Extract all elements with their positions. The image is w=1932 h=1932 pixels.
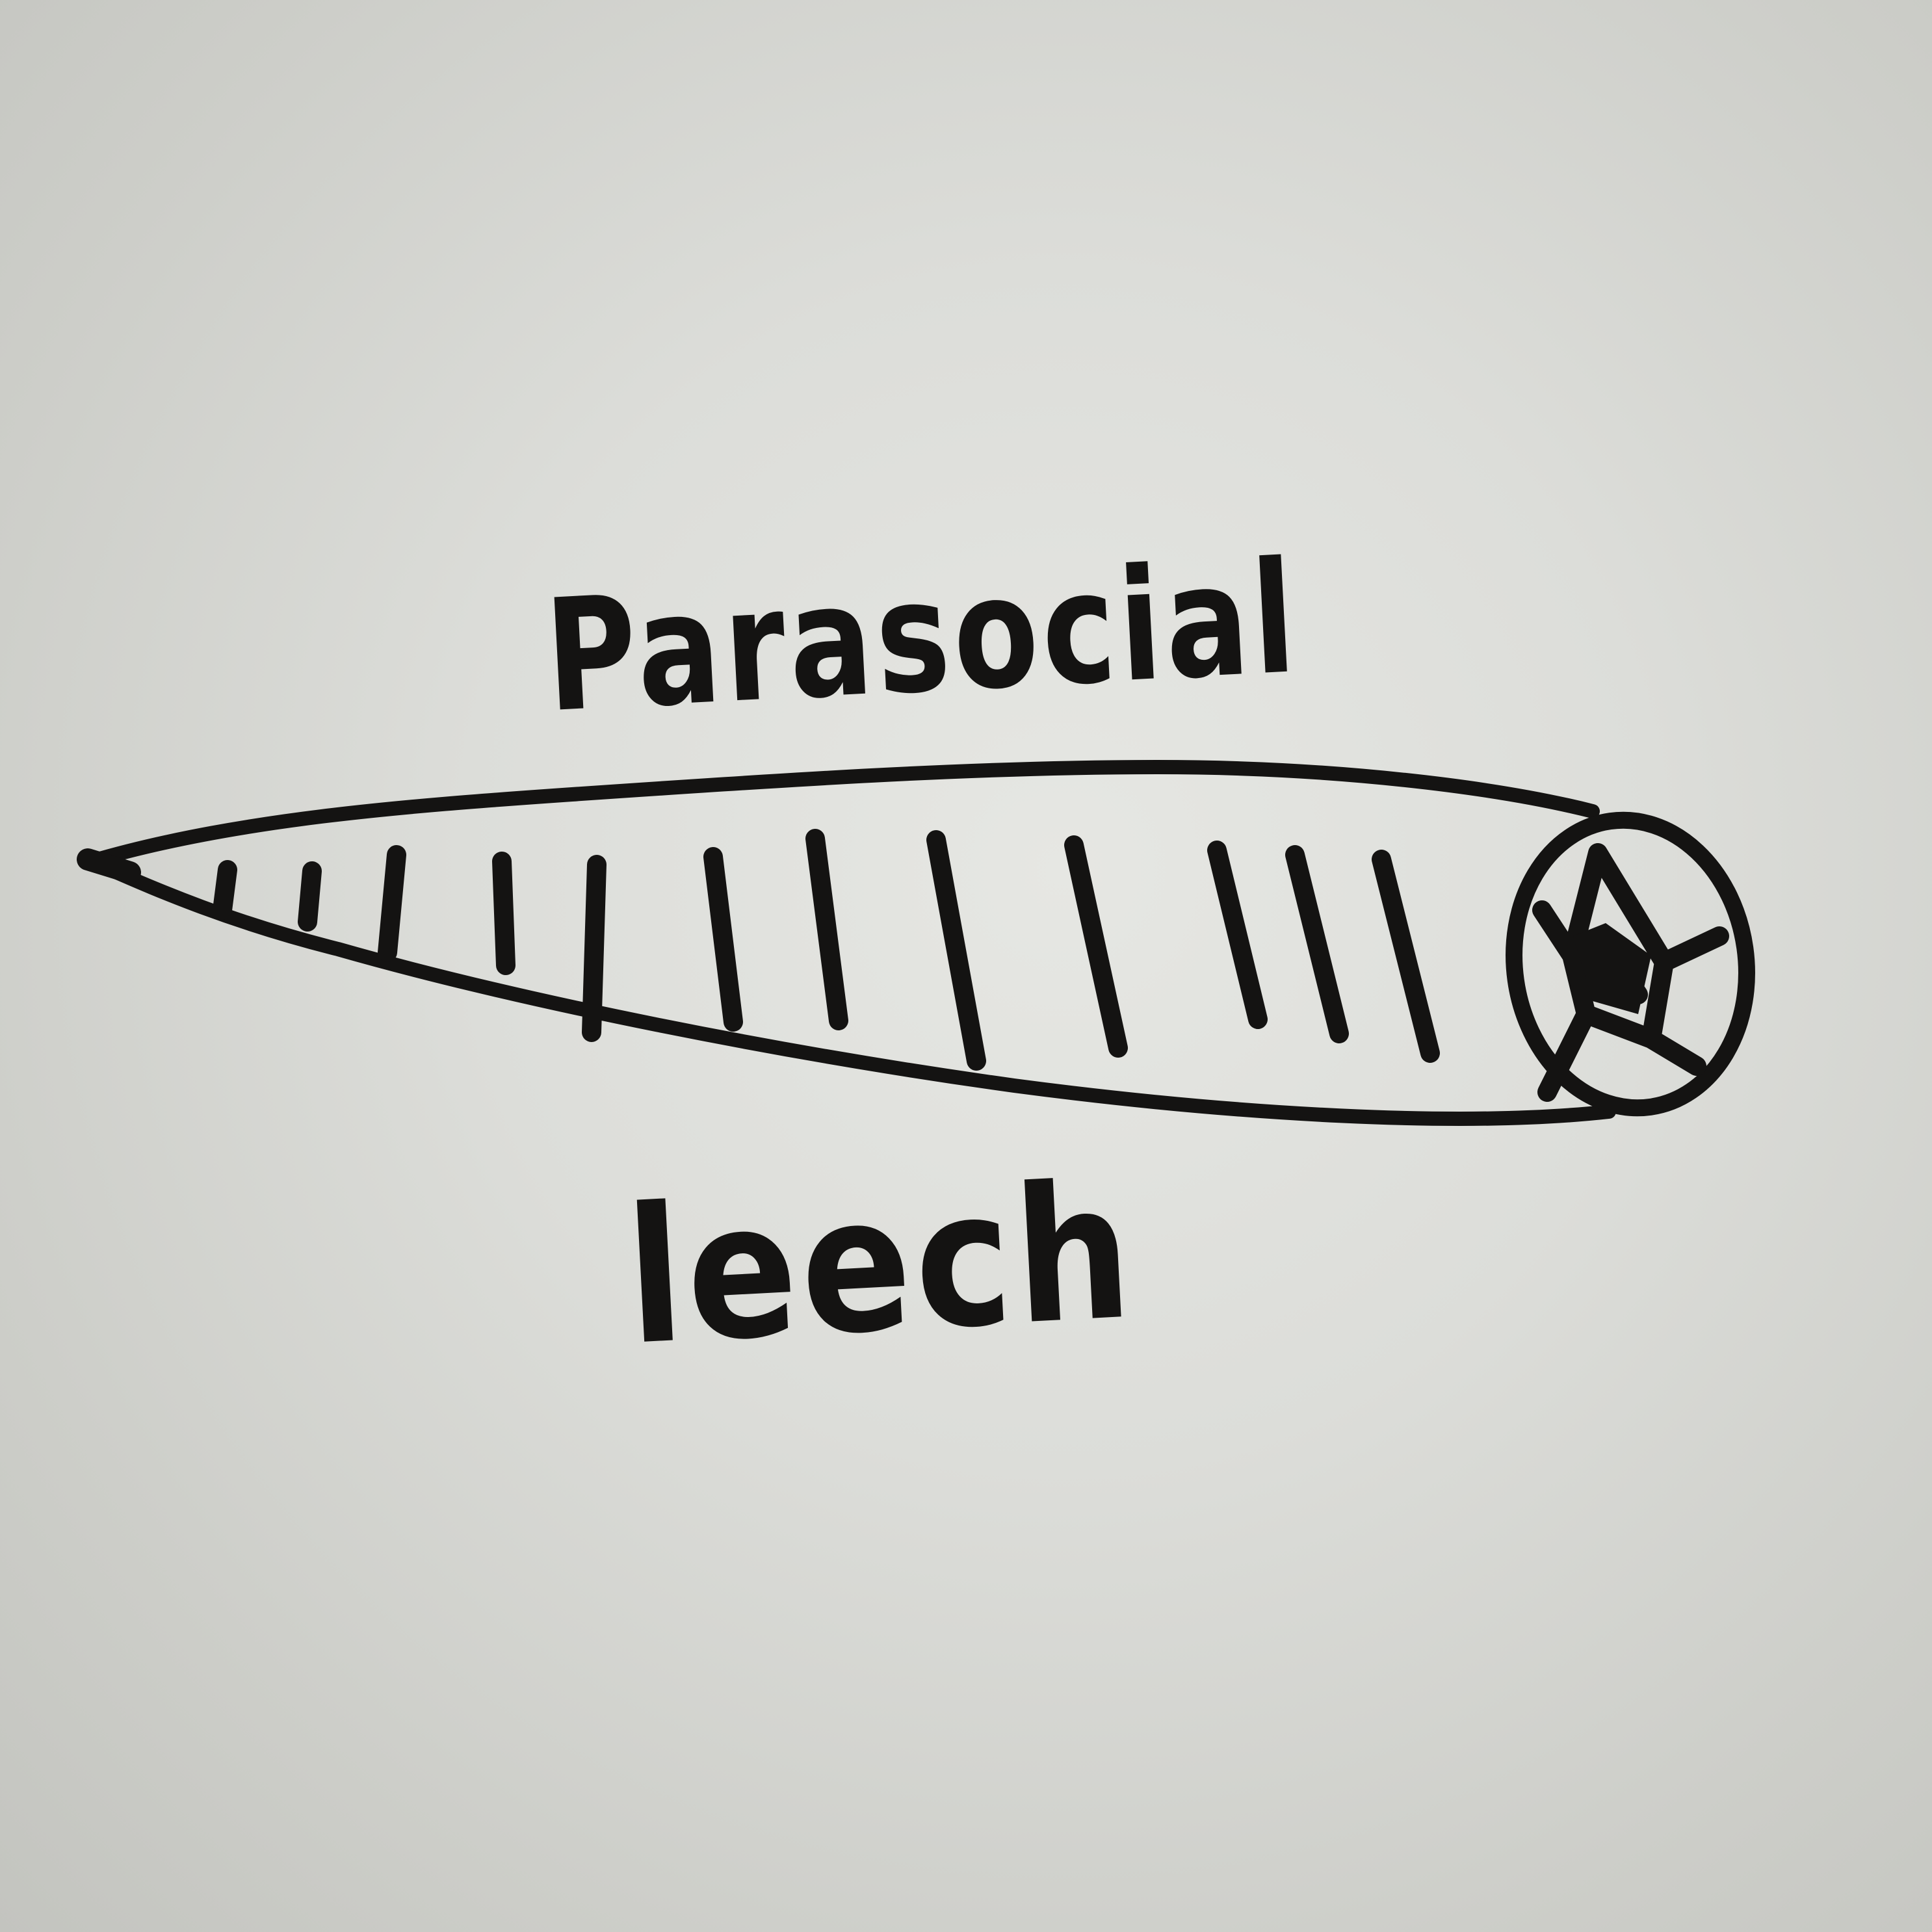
bottom-handwritten-label: leech [621,1142,1140,1387]
leech-body-outline [84,760,1616,1126]
sucker-mouth [1506,811,1755,1117]
leech-head-tip [77,848,141,883]
body-segment-stripes [213,829,1440,1071]
